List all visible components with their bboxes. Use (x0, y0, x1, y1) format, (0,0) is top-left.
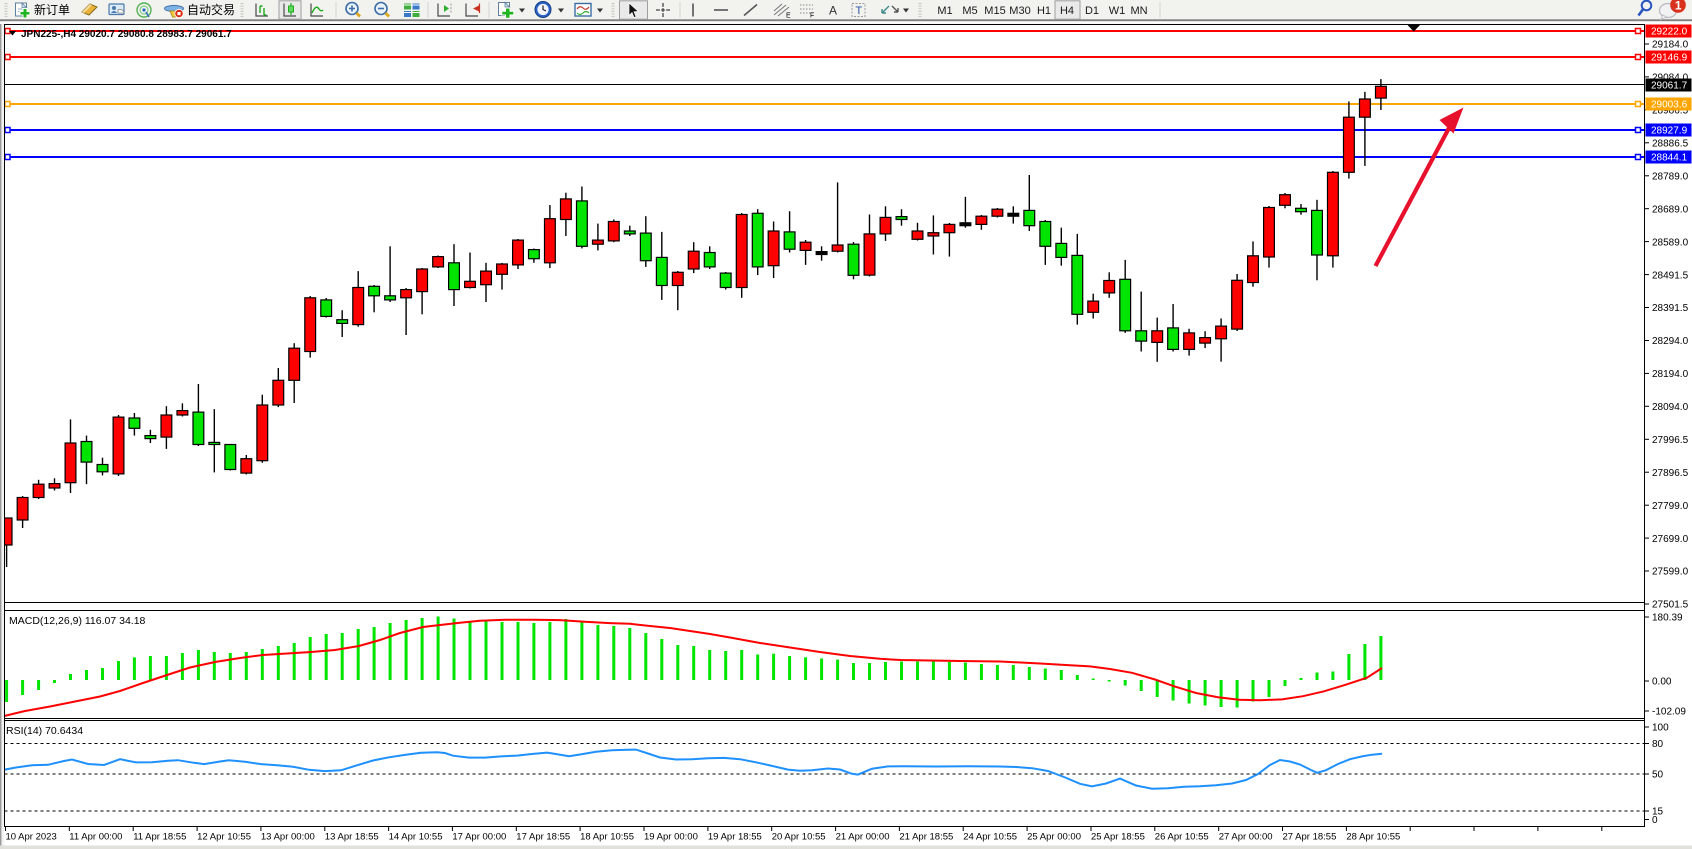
svg-text:1: 1 (1675, 0, 1682, 13)
svg-text:19 Apr 18:55: 19 Apr 18:55 (708, 832, 762, 843)
svg-text:28094.0: 28094.0 (1652, 402, 1689, 413)
svg-text:14 Apr 10:55: 14 Apr 10:55 (389, 832, 443, 843)
svg-text:28491.5: 28491.5 (1652, 270, 1689, 281)
svg-text:28986.5: 28986.5 (1652, 106, 1689, 117)
svg-text:28294.0: 28294.0 (1652, 336, 1689, 347)
svg-text:-102.09: -102.09 (1652, 707, 1686, 718)
svg-text:17 Apr 18:55: 17 Apr 18:55 (516, 832, 570, 843)
svg-text:F: F (810, 13, 814, 20)
svg-text:13 Apr 18:55: 13 Apr 18:55 (325, 832, 379, 843)
svg-text:26 Apr 10:55: 26 Apr 10:55 (1155, 832, 1209, 843)
svg-text:28 Apr 10:55: 28 Apr 10:55 (1346, 832, 1400, 843)
svg-text:28391.5: 28391.5 (1652, 303, 1689, 314)
svg-text:A: A (829, 4, 837, 18)
svg-text:10 Apr 2023: 10 Apr 2023 (6, 832, 57, 843)
svg-text:20 Apr 10:55: 20 Apr 10:55 (772, 832, 826, 843)
svg-text:21 Apr 00:00: 21 Apr 00:00 (836, 832, 890, 843)
svg-text:RSI(14) 70.6434: RSI(14) 70.6434 (6, 725, 83, 737)
svg-text:28789.0: 28789.0 (1652, 172, 1689, 183)
svg-text:E: E (786, 13, 791, 20)
svg-text:MACD(12,26,9) 116.07 34.18: MACD(12,26,9) 116.07 34.18 (9, 615, 146, 627)
svg-text:29222.0: 29222.0 (1651, 27, 1688, 38)
svg-text:M15: M15 (984, 5, 1005, 17)
svg-text:28589.0: 28589.0 (1652, 237, 1689, 248)
svg-text:T: T (856, 5, 863, 17)
svg-text:27501.5: 27501.5 (1652, 600, 1689, 611)
svg-text:11 Apr 18:55: 11 Apr 18:55 (133, 832, 186, 843)
svg-text:24 Apr 10:55: 24 Apr 10:55 (963, 832, 1017, 843)
svg-text:27699.0: 27699.0 (1652, 534, 1689, 545)
svg-text:11 Apr 00:00: 11 Apr 00:00 (69, 832, 122, 843)
svg-text:28689.0: 28689.0 (1652, 204, 1689, 215)
svg-text:17 Apr 00:00: 17 Apr 00:00 (452, 832, 506, 843)
svg-text:M30: M30 (1009, 5, 1030, 17)
svg-text:12 Apr 10:55: 12 Apr 10:55 (197, 832, 251, 843)
svg-text:JPN225-,H4 29020.7 29080.8 28: JPN225-,H4 29020.7 29080.8 28983.7 29061… (21, 29, 232, 40)
svg-text:28844.1: 28844.1 (1651, 153, 1688, 164)
svg-text:19 Apr 00:00: 19 Apr 00:00 (644, 832, 698, 843)
svg-text:29084.0: 29084.0 (1652, 73, 1689, 84)
svg-text:M1: M1 (937, 5, 952, 17)
svg-text:29061.7: 29061.7 (1651, 81, 1688, 92)
svg-text:25 Apr 00:00: 25 Apr 00:00 (1027, 832, 1081, 843)
svg-text:13 Apr 00:00: 13 Apr 00:00 (261, 832, 315, 843)
svg-text:新订单: 新订单 (34, 2, 70, 17)
svg-text:MN: MN (1130, 5, 1147, 17)
svg-text:28886.5: 28886.5 (1652, 139, 1689, 150)
svg-text:28194.0: 28194.0 (1652, 369, 1689, 380)
svg-text:180.39: 180.39 (1652, 613, 1683, 624)
svg-text:80: 80 (1652, 739, 1664, 750)
svg-text:27896.5: 27896.5 (1652, 468, 1689, 479)
svg-text:29003.6: 29003.6 (1651, 100, 1688, 111)
svg-text:21 Apr 18:55: 21 Apr 18:55 (899, 832, 953, 843)
svg-text:18 Apr 10:55: 18 Apr 10:55 (580, 832, 634, 843)
svg-text:50: 50 (1652, 770, 1664, 781)
svg-text:27599.0: 27599.0 (1652, 567, 1689, 578)
svg-text:27 Apr 00:00: 27 Apr 00:00 (1219, 832, 1273, 843)
svg-text:H4: H4 (1060, 5, 1074, 17)
svg-text:29184.0: 29184.0 (1652, 40, 1689, 51)
svg-text:自动交易: 自动交易 (187, 2, 235, 17)
svg-text:D1: D1 (1085, 5, 1099, 17)
svg-text:27799.0: 27799.0 (1652, 501, 1689, 512)
svg-text:W1: W1 (1109, 5, 1126, 17)
svg-text:28927.9: 28927.9 (1651, 126, 1688, 137)
svg-text:27996.5: 27996.5 (1652, 435, 1689, 446)
svg-text:100: 100 (1652, 723, 1669, 734)
svg-text:27 Apr 18:55: 27 Apr 18:55 (1283, 832, 1337, 843)
svg-text:M5: M5 (962, 5, 977, 17)
svg-text:25 Apr 18:55: 25 Apr 18:55 (1091, 832, 1145, 843)
svg-text:0.00: 0.00 (1652, 677, 1672, 688)
svg-text:0: 0 (1652, 815, 1658, 826)
svg-text:15: 15 (1652, 807, 1664, 818)
svg-text:29146.9: 29146.9 (1651, 53, 1688, 64)
svg-text:H1: H1 (1037, 5, 1051, 17)
